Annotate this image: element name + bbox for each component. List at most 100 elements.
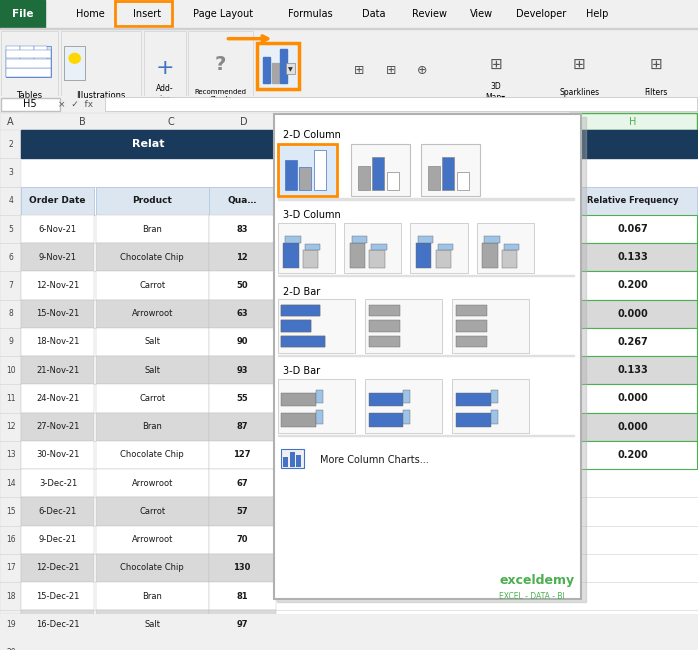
Text: 21-Nov-21: 21-Nov-21 bbox=[36, 366, 80, 374]
Bar bbox=[484, 237, 500, 242]
Bar bbox=[403, 390, 410, 404]
Text: Salt: Salt bbox=[144, 366, 160, 374]
Bar bbox=[209, 356, 276, 384]
Bar bbox=[569, 130, 697, 159]
Text: 12-Dec-21: 12-Dec-21 bbox=[36, 564, 80, 573]
Bar bbox=[263, 57, 270, 83]
Text: 50: 50 bbox=[237, 281, 248, 290]
Text: 130: 130 bbox=[234, 564, 251, 573]
Text: 0.267: 0.267 bbox=[617, 337, 648, 347]
Bar bbox=[365, 299, 442, 353]
Bar bbox=[21, 243, 94, 271]
Bar bbox=[278, 379, 355, 433]
Text: View: View bbox=[470, 9, 493, 19]
Bar bbox=[0, 28, 698, 29]
Bar bbox=[20, 46, 34, 77]
Bar bbox=[96, 356, 209, 384]
Text: 9-Nov-21: 9-Nov-21 bbox=[39, 253, 77, 262]
Bar bbox=[1, 31, 58, 101]
Bar bbox=[569, 328, 697, 356]
Circle shape bbox=[69, 53, 80, 63]
Text: EXCEL - DATA - BI: EXCEL - DATA - BI bbox=[499, 592, 565, 601]
Text: Data: Data bbox=[362, 9, 385, 19]
Bar bbox=[96, 328, 209, 356]
Text: Qua…: Qua… bbox=[228, 196, 258, 205]
Bar bbox=[569, 187, 697, 215]
Text: 9: 9 bbox=[9, 337, 13, 346]
Text: 8: 8 bbox=[9, 309, 13, 318]
Bar bbox=[491, 390, 498, 404]
Text: Bran: Bran bbox=[142, 224, 162, 233]
Bar bbox=[351, 144, 410, 196]
Bar bbox=[569, 441, 697, 469]
Text: Filters: Filters bbox=[644, 88, 668, 97]
Bar bbox=[21, 328, 94, 356]
Bar bbox=[457, 172, 469, 190]
Text: Bran: Bran bbox=[142, 422, 162, 431]
Bar bbox=[0, 0, 698, 28]
Bar bbox=[418, 237, 433, 242]
Bar bbox=[6, 46, 20, 77]
Text: 2-D Column: 2-D Column bbox=[283, 130, 341, 140]
Text: ⊕: ⊕ bbox=[417, 64, 428, 77]
Bar bbox=[144, 31, 186, 101]
Bar bbox=[365, 379, 442, 433]
Text: Product: Product bbox=[132, 196, 172, 205]
Bar bbox=[278, 144, 337, 196]
Bar bbox=[188, 31, 253, 101]
Bar bbox=[436, 250, 451, 268]
Bar bbox=[290, 452, 295, 467]
Bar bbox=[272, 63, 279, 83]
Bar bbox=[21, 441, 94, 469]
Text: Page Layout: Page Layout bbox=[193, 9, 253, 19]
Bar bbox=[569, 300, 697, 328]
Bar bbox=[209, 497, 276, 526]
Text: 3-D Bar: 3-D Bar bbox=[283, 367, 320, 376]
Text: +: + bbox=[156, 58, 174, 77]
Bar bbox=[278, 275, 574, 276]
Text: 97: 97 bbox=[237, 620, 248, 629]
Text: 93: 93 bbox=[237, 366, 248, 374]
Bar bbox=[96, 187, 209, 215]
Bar bbox=[369, 336, 400, 347]
Text: More Column Charts...: More Column Charts... bbox=[320, 455, 429, 465]
Text: Salt: Salt bbox=[144, 620, 160, 629]
Bar bbox=[0, 96, 698, 112]
Text: 13: 13 bbox=[6, 450, 16, 460]
Bar bbox=[209, 441, 276, 469]
Text: 0.067: 0.067 bbox=[617, 224, 648, 234]
Text: 0.000: 0.000 bbox=[617, 393, 648, 404]
Text: 3D
Map▾: 3D Map▾ bbox=[486, 83, 505, 102]
Bar bbox=[209, 554, 276, 582]
Text: 16-Dec-21: 16-Dec-21 bbox=[36, 620, 80, 629]
Text: Order Date: Order Date bbox=[29, 196, 86, 205]
Bar bbox=[278, 223, 335, 273]
Bar bbox=[456, 305, 487, 316]
Bar bbox=[569, 356, 697, 384]
Text: ⊞: ⊞ bbox=[650, 57, 662, 72]
Text: Recommended
Charts: Recommended Charts bbox=[195, 88, 246, 101]
Bar bbox=[569, 384, 697, 413]
Bar bbox=[115, 1, 172, 27]
Text: 3-Dec-21: 3-Dec-21 bbox=[39, 478, 77, 488]
Bar bbox=[281, 320, 311, 332]
Text: C: C bbox=[168, 116, 174, 127]
Bar bbox=[569, 271, 697, 300]
Text: 67: 67 bbox=[237, 478, 248, 488]
Bar bbox=[281, 305, 320, 316]
Bar bbox=[316, 410, 323, 424]
Text: Chocolate Chip: Chocolate Chip bbox=[120, 450, 184, 460]
Bar bbox=[281, 336, 325, 347]
Bar bbox=[278, 299, 355, 353]
Bar bbox=[286, 62, 295, 73]
Text: Sparklines: Sparklines bbox=[559, 88, 600, 97]
Text: ?: ? bbox=[215, 55, 226, 74]
Bar bbox=[380, 441, 443, 469]
Bar bbox=[372, 157, 384, 190]
Text: 20: 20 bbox=[6, 648, 16, 650]
Bar bbox=[96, 271, 209, 300]
Text: Review: Review bbox=[412, 9, 447, 19]
Bar bbox=[456, 336, 487, 347]
Bar bbox=[283, 242, 299, 268]
Text: Help: Help bbox=[586, 9, 608, 19]
